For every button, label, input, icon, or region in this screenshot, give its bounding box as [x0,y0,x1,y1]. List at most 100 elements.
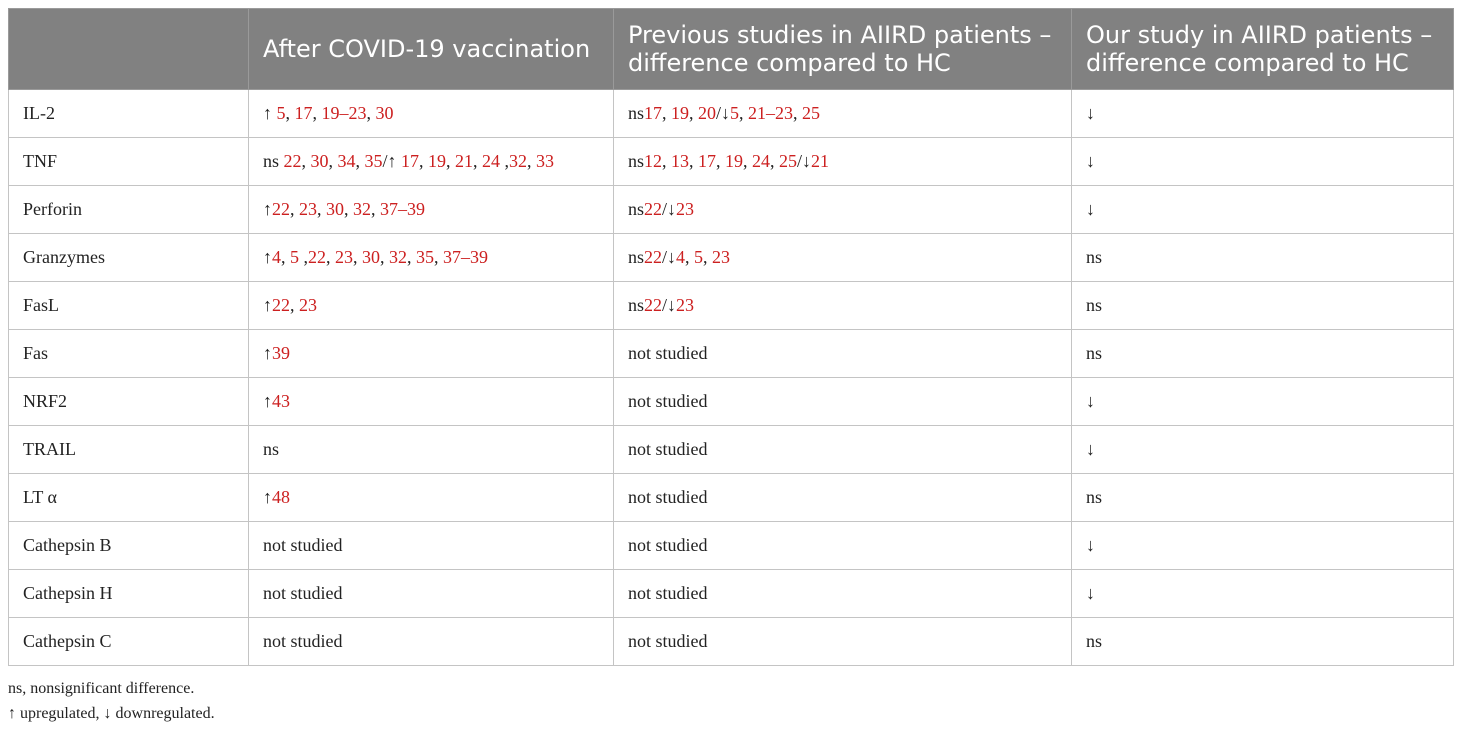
previous-studies-cell: ns22/↓23 [613,185,1072,234]
reference-number: 35 [416,247,434,267]
table-row: FasL ↑22, 23 ns22/↓23 ns [8,281,1454,330]
cell-text: ns [628,199,645,219]
reference-number: 4 [272,247,281,267]
reference-number: 23 [335,247,353,267]
cell-text: ↑ [263,391,272,411]
cell-text: not studied [628,439,708,459]
reference-number: 32 [389,247,407,267]
cell-text: , [407,247,416,267]
our-study-cell: ns [1071,617,1454,666]
cell-text: , [770,151,780,171]
marker-cell: LT α [8,473,249,522]
table-row: Cathepsin B not studied not studied ↓ [8,521,1454,570]
reference-number: 30 [326,199,344,219]
table-row: TRAIL ns not studied ↓ [8,425,1454,474]
after-vaccination-cell: not studied [248,569,614,618]
our-study-cell: ns [1071,281,1454,330]
reference-number: 5 [290,247,299,267]
reference-number: 34 [337,151,356,171]
previous-studies-cell: not studied [613,569,1072,618]
cell-text: , [703,247,713,267]
reference-number: 30 [362,247,380,267]
header-our-study: Our study in AIIRD patients – difference… [1071,8,1454,90]
cell-text: ↑ [263,103,277,123]
cell-text: ns [628,103,645,123]
cell-text: , [312,103,322,123]
marker-cell: Granzymes [8,233,249,282]
cell-text: ↑ [263,487,272,507]
marker-cell: TRAIL [8,425,249,474]
cell-text: , [290,199,299,219]
reference-number: 32 [353,199,371,219]
cell-text: not studied [263,631,343,651]
reference-number: 5 [694,247,704,267]
previous-studies-cell: not studied [613,329,1072,378]
reference-number: 17 [644,103,663,123]
cell-text: , [344,199,353,219]
cell-text: , [355,151,365,171]
reference-number: 17 [294,103,313,123]
header-after-vaccination: After COVID-19 vaccination [248,8,614,90]
reference-number: 30 [375,103,394,123]
reference-number: 20 [698,103,717,123]
cell-text: , [353,247,362,267]
our-study-cell: ↓ [1071,377,1454,426]
our-study-cell: ↓ [1071,89,1454,138]
reference-number: 19–23 [321,103,367,123]
cell-text: /↓ [662,247,677,267]
cell-text: ns [628,151,645,171]
after-vaccination-cell: not studied [248,521,614,570]
our-study-cell: ns [1071,233,1454,282]
reference-number: 32 [509,151,528,171]
cell-text: , [281,247,290,267]
reference-number: 23 [712,247,731,267]
after-vaccination-cell: ns [248,425,614,474]
after-vaccination-cell: ↑ 5, 17, 19–23, 30 [248,89,614,138]
reference-number: 23 [676,295,695,315]
after-vaccination-cell: not studied [248,617,614,666]
our-study-cell: ↓ [1071,569,1454,618]
cell-text: ns [628,295,645,315]
cell-text: , [739,103,749,123]
cell-text: , [685,247,695,267]
cell-text: not studied [628,343,708,363]
cell-text: not studied [628,631,708,651]
cell-text: , [527,151,537,171]
cell-text: ↑ [263,343,272,363]
reference-number: 25 [802,103,821,123]
reference-number: 30 [310,151,329,171]
reference-number: 22 [644,247,663,267]
table-row: LT α ↑48 not studied ns [8,473,1454,522]
cell-text: not studied [263,535,343,555]
reference-number: 37–39 [443,247,488,267]
table-row: IL-2 ↑ 5, 17, 19–23, 30 ns17, 19, 20/↓5, 2… [8,89,1454,138]
marker-cell: Cathepsin C [8,617,249,666]
after-vaccination-cell: ↑43 [248,377,614,426]
cell-text: , [285,103,295,123]
cell-text: ↑ [263,295,272,315]
cell-text: /↓ [716,103,731,123]
cell-text: , [716,151,726,171]
previous-studies-cell: not studied [613,617,1072,666]
table-row: Fas ↑39 not studied ns [8,329,1454,378]
cell-text: /↓ [662,295,677,315]
header-previous-studies: Previous studies in AIIRD patients – dif… [613,8,1072,90]
cell-text: , [500,151,510,171]
reference-number: 22 [272,199,290,219]
after-vaccination-cell: ↑48 [248,473,614,522]
cell-text: not studied [628,487,708,507]
cell-text: not studied [263,583,343,603]
reference-number: 24 [482,151,501,171]
cell-text: /↑ [382,151,402,171]
cell-text: , [299,247,309,267]
our-study-cell: ↓ [1071,137,1454,186]
reference-number: 22 [308,247,326,267]
cell-text: ↑ [263,199,272,219]
previous-studies-cell: ns17, 19, 20/↓5, 21–23, 25 [613,89,1072,138]
cell-text: , [317,199,326,219]
reference-number: 12 [644,151,663,171]
reference-number: 33 [536,151,555,171]
reference-number: 35 [364,151,383,171]
reference-number: 21 [455,151,474,171]
table-header: After COVID-19 vaccination Previous stud… [8,8,1454,90]
